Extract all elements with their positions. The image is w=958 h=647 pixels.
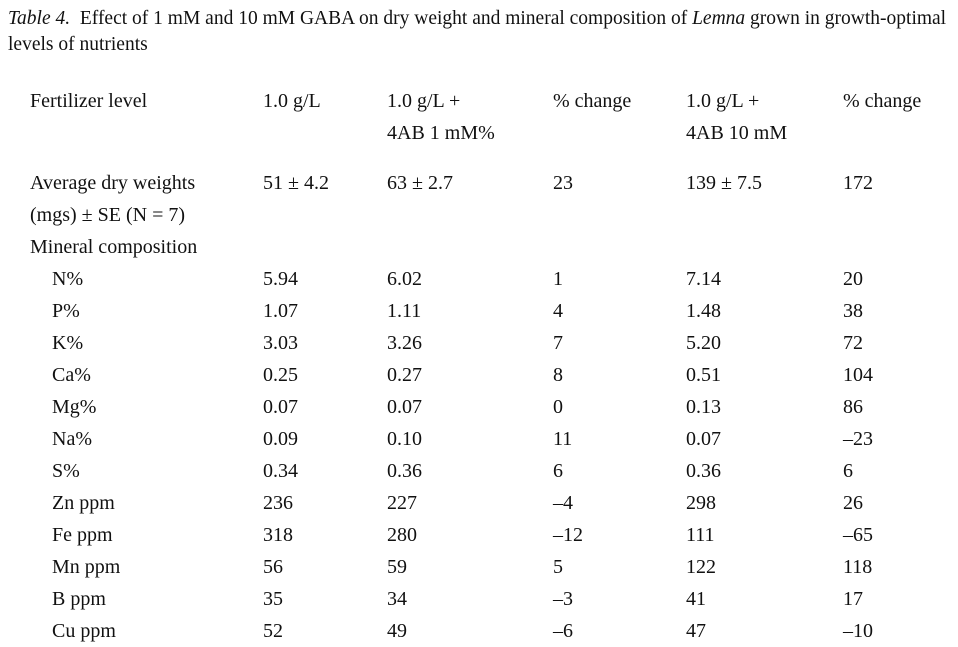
cell: 1.48 <box>686 300 721 322</box>
cell: 4 <box>553 300 563 322</box>
cell: 41 <box>686 588 706 610</box>
cell: 0.25 <box>263 364 298 386</box>
cell: 3.03 <box>263 332 298 354</box>
cell: 56 <box>263 556 283 578</box>
cell: –23 <box>843 428 873 450</box>
header-cell: Fertilizer level <box>30 90 148 112</box>
cell: 72 <box>843 332 863 354</box>
header-cell: 4AB 1 mM% <box>387 122 495 144</box>
row-label: N% <box>52 268 84 290</box>
cell: 0.36 <box>387 460 422 482</box>
row-label: Cu ppm <box>52 620 116 642</box>
cell: 122 <box>686 556 716 578</box>
row-label: (mgs) ± SE (N = 7) <box>30 204 186 226</box>
caption-label: Table 4. <box>8 8 71 29</box>
row-label: P% <box>52 300 80 322</box>
cell: 49 <box>387 620 407 642</box>
cell: 6 <box>553 460 563 482</box>
row-label: B ppm <box>52 588 106 610</box>
cell: 52 <box>263 620 283 642</box>
cell: 7 <box>553 332 563 354</box>
row-label: Fe ppm <box>52 524 113 546</box>
caption-species: Lemna <box>692 8 746 29</box>
cell: 51 ± 4.2 <box>263 172 329 194</box>
row-label: Average dry weights <box>30 172 196 194</box>
cell: –12 <box>553 524 583 546</box>
cell: 104 <box>843 364 873 386</box>
row-label: Zn ppm <box>52 492 115 514</box>
cell: 139 ± 7.5 <box>686 172 762 194</box>
cell: 63 ± 2.7 <box>387 172 453 194</box>
row-label: S% <box>52 460 80 482</box>
cell: –65 <box>843 524 873 546</box>
caption: Table 4. Effect of 1 mM and 10 mM GABA o… <box>8 6 953 58</box>
cell: 0 <box>553 396 563 418</box>
cell: 35 <box>263 588 283 610</box>
cell: 318 <box>263 524 293 546</box>
header-cell: 4AB 10 mM <box>686 122 788 144</box>
row-label: Ca% <box>52 364 91 386</box>
cell: 1.11 <box>387 300 422 322</box>
cell: 0.07 <box>387 396 422 418</box>
cell: 227 <box>387 492 417 514</box>
header-cell: % change <box>843 90 922 112</box>
cell: 280 <box>387 524 417 546</box>
row-label: Mn ppm <box>52 556 121 578</box>
cell: 38 <box>843 300 863 322</box>
row-label: Na% <box>52 428 92 450</box>
cell: 20 <box>843 268 863 290</box>
cell: 0.34 <box>263 460 298 482</box>
cell: 0.07 <box>263 396 298 418</box>
header-cell: 1.0 g/L + <box>686 90 760 112</box>
cell: 5.94 <box>263 268 298 290</box>
row-label: Mg% <box>52 396 97 418</box>
cell: –4 <box>553 492 573 514</box>
header-cell: 1.0 g/L <box>263 90 321 112</box>
cell: –3 <box>553 588 573 610</box>
cell: 1 <box>553 268 563 290</box>
cell: 0.27 <box>387 364 422 386</box>
cell: –6 <box>553 620 573 642</box>
cell: 17 <box>843 588 863 610</box>
cell: 0.51 <box>686 364 721 386</box>
cell: 0.09 <box>263 428 298 450</box>
cell: 59 <box>387 556 407 578</box>
cell: 172 <box>843 172 873 194</box>
cell: 236 <box>263 492 293 514</box>
cell: 118 <box>843 556 873 578</box>
header-cell: % change <box>553 90 632 112</box>
row-label: K% <box>52 332 84 354</box>
cell: 5 <box>553 556 563 578</box>
cell: 0.13 <box>686 396 721 418</box>
cell: 111 <box>686 524 715 546</box>
caption-text: grown in growth-optimal levels of nutrie… <box>8 8 947 55</box>
cell: 47 <box>686 620 706 642</box>
cell: 0.07 <box>686 428 721 450</box>
cell: 6 <box>843 460 853 482</box>
cell: 34 <box>387 588 407 610</box>
header-cell: 1.0 g/L + <box>387 90 461 112</box>
cell: 26 <box>843 492 863 514</box>
cell: 23 <box>553 172 573 194</box>
cell: 5.20 <box>686 332 721 354</box>
cell: 0.36 <box>686 460 721 482</box>
cell: 8 <box>553 364 563 386</box>
cell: 3.26 <box>387 332 422 354</box>
section-label: Mineral composition <box>30 236 198 258</box>
cell: –10 <box>843 620 873 642</box>
cell: 11 <box>553 428 573 450</box>
cell: 298 <box>686 492 716 514</box>
cell: 1.07 <box>263 300 298 322</box>
cell: 6.02 <box>387 268 422 290</box>
cell: 7.14 <box>686 268 721 290</box>
cell: 86 <box>843 396 863 418</box>
caption-text: Effect of 1 mM and 10 mM GABA on dry wei… <box>79 8 693 29</box>
cell: 0.10 <box>387 428 422 450</box>
